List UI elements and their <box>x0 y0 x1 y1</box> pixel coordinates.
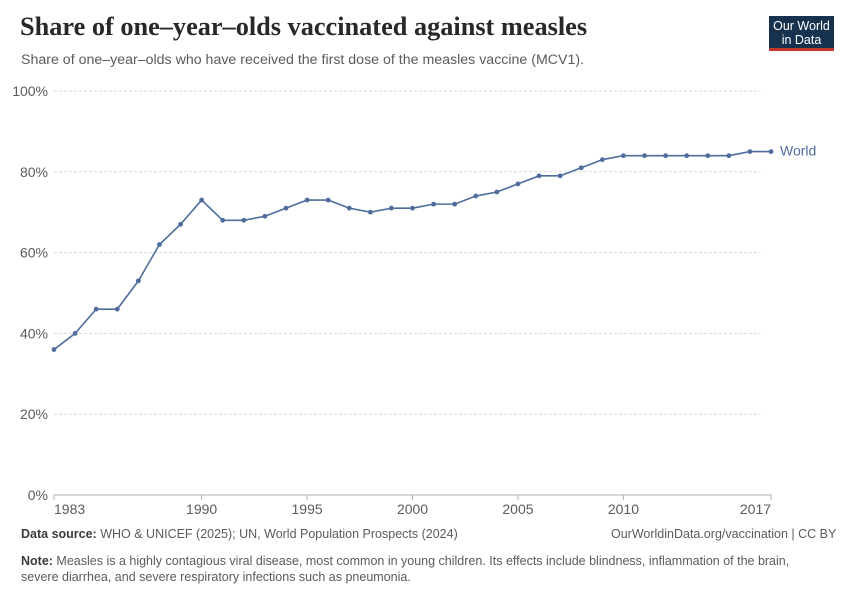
svg-text:1990: 1990 <box>186 501 217 517</box>
svg-text:100%: 100% <box>12 83 48 99</box>
svg-text:0%: 0% <box>28 487 48 503</box>
svg-text:1995: 1995 <box>292 501 323 517</box>
svg-text:40%: 40% <box>20 325 48 341</box>
svg-text:2010: 2010 <box>608 501 639 517</box>
svg-text:2000: 2000 <box>397 501 428 517</box>
svg-text:1983: 1983 <box>54 501 85 517</box>
svg-text:20%: 20% <box>20 406 48 422</box>
svg-text:2005: 2005 <box>502 501 533 517</box>
svg-text:World: World <box>780 143 816 159</box>
svg-text:60%: 60% <box>20 245 48 261</box>
svg-text:80%: 80% <box>20 164 48 180</box>
svg-text:2017: 2017 <box>740 501 771 517</box>
